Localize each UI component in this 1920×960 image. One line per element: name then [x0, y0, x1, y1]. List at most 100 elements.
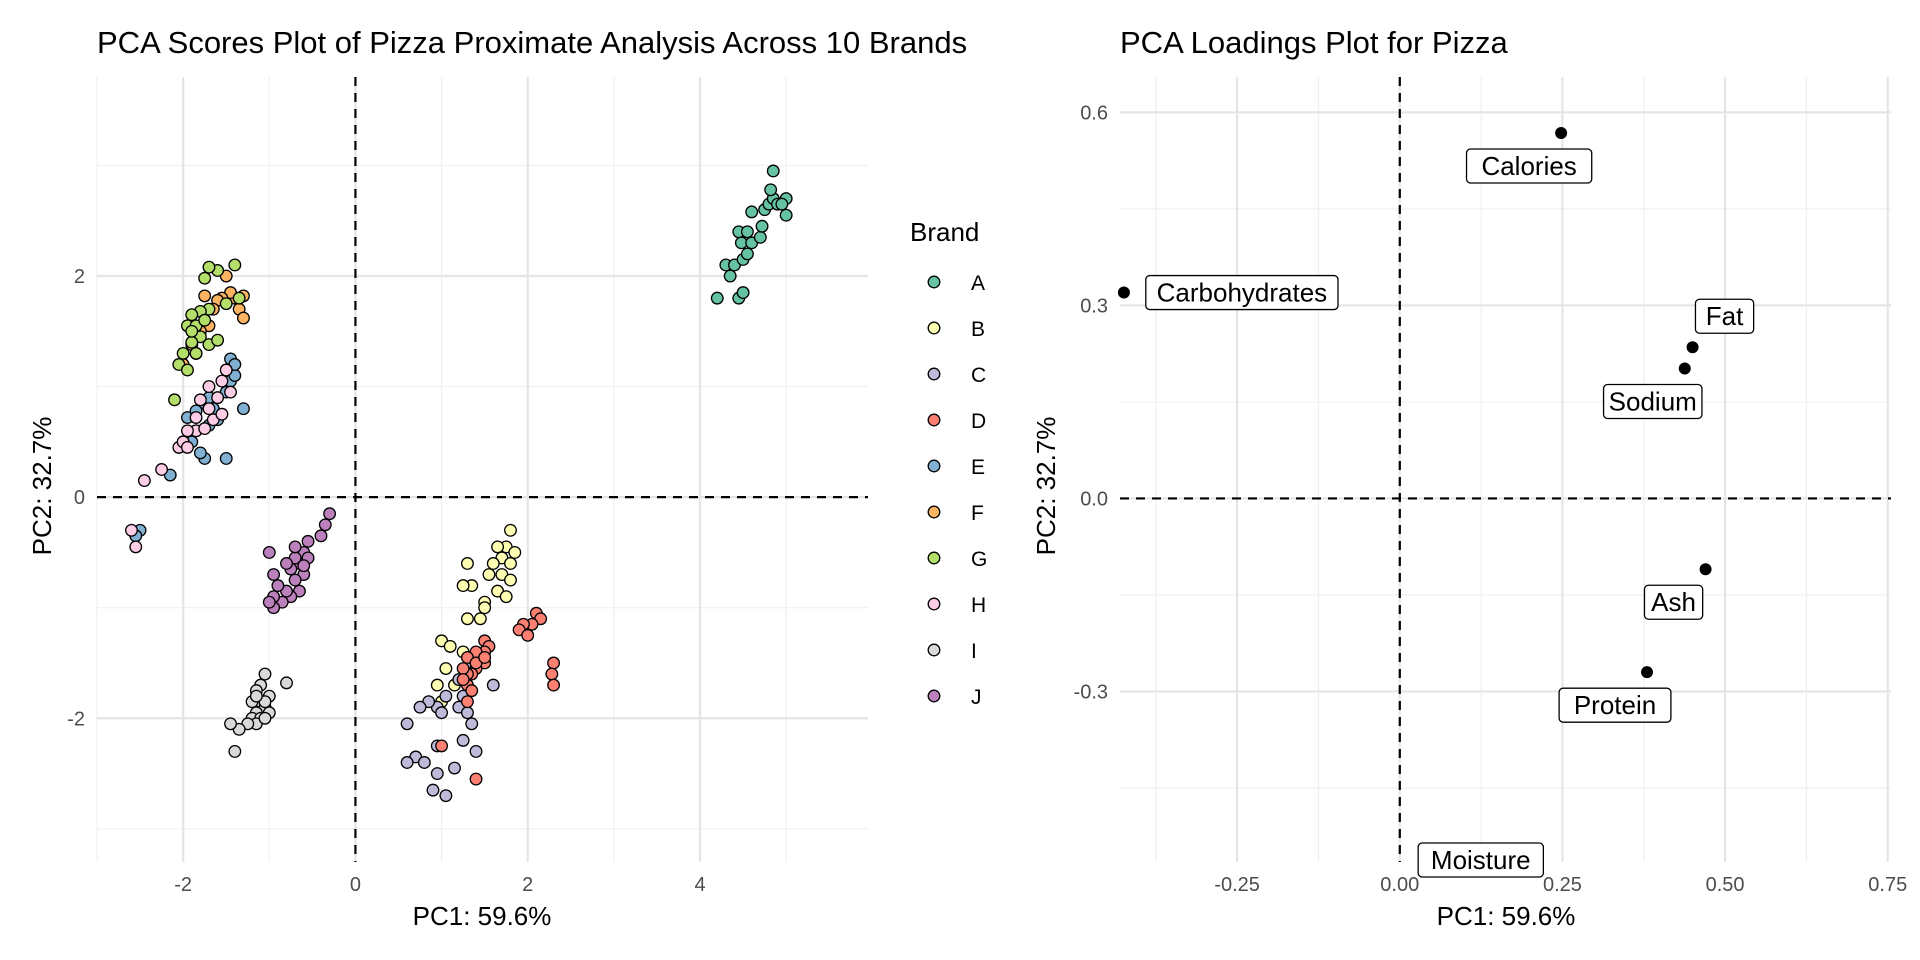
scores-plot: PCA Scores Plot of Pizza Proximate Analy… [27, 25, 987, 931]
scores-reference-lines [97, 77, 868, 862]
point-brand-d [547, 656, 561, 670]
y-tick-label: -2 [67, 708, 85, 730]
point-brand-b [504, 557, 517, 570]
point-brand-b [508, 545, 522, 559]
point-brand-g [232, 291, 246, 305]
legend-label-i: I [971, 640, 977, 663]
point-brand-a [740, 225, 754, 239]
legend-key-b [927, 321, 941, 335]
point-brand-b [504, 573, 517, 587]
point-brand-a [764, 183, 778, 197]
loadings-title: PCA Loadings Plot for Pizza [1120, 25, 1508, 60]
point-brand-i [224, 717, 237, 731]
legend-key-j [927, 689, 941, 703]
point-brand-i [249, 689, 263, 703]
legend-key-i [927, 643, 941, 657]
legend-label-f: F [971, 502, 984, 525]
point-brand-j [262, 595, 276, 609]
legend-label-h: H [971, 594, 986, 617]
point-brand-b [430, 678, 444, 692]
point-brand-d [547, 678, 561, 692]
point-brand-g [185, 324, 199, 338]
point-brand-h [198, 422, 212, 436]
y-tick-label: -0.3 [1074, 681, 1108, 703]
legend-label-g: G [971, 548, 987, 571]
point-brand-b [486, 557, 500, 570]
point-brand-g [219, 297, 233, 311]
loading-label-box [1145, 274, 1339, 311]
point-brand-c [448, 761, 461, 775]
loading-label-ash: Ash [1651, 587, 1696, 617]
loading-label-box [1558, 687, 1672, 723]
x-tick-label: 4 [694, 874, 705, 896]
x-tick-label: 0 [350, 874, 361, 896]
scores-y-axis-label: PC2: 32.7% [27, 417, 57, 556]
point-brand-b [504, 523, 517, 537]
point-brand-c [486, 678, 500, 692]
legend-key-h [927, 597, 941, 611]
point-brand-j [314, 529, 328, 543]
point-brand-g [176, 346, 190, 360]
point-brand-c [439, 689, 453, 703]
point-brand-c [430, 767, 444, 780]
x-tick-label: 0.25 [1543, 874, 1582, 896]
point-brand-g [228, 258, 242, 272]
point-brand-d [521, 628, 535, 642]
legend-key-f [927, 505, 941, 519]
point-brand-h [181, 440, 194, 454]
x-tick-label: 2 [522, 874, 533, 896]
y-tick-label: 0.0 [1080, 488, 1108, 510]
point-brand-g [211, 333, 225, 347]
loading-point-protein [1641, 666, 1654, 679]
point-brand-i [258, 667, 272, 681]
point-brand-d [469, 772, 483, 786]
point-brand-c [456, 733, 470, 747]
loadings-grid [1120, 77, 1891, 862]
y-tick-label: 0.6 [1080, 102, 1108, 124]
point-brand-b [456, 579, 470, 593]
point-brand-h [211, 391, 225, 405]
point-brand-a [723, 269, 737, 283]
point-brand-g [198, 313, 212, 327]
point-brand-a [740, 247, 754, 261]
y-tick-label: 2 [74, 266, 85, 288]
point-brand-a [710, 291, 724, 305]
loadings-points: Calories Carbohydrates Fat Sodium Ash Protein… [1117, 126, 1755, 878]
loadings-tick-labels: -0.25 0.00 0.25 0.50 0.75 -0.3 0.0 0.3 0.6 [1074, 102, 1908, 896]
point-brand-j [267, 568, 281, 581]
point-brand-d [545, 667, 559, 681]
legend-label-j: J [971, 686, 982, 709]
scores-grid [96, 77, 868, 862]
point-brand-h [155, 463, 169, 476]
point-brand-h [125, 523, 138, 537]
point-brand-j [271, 579, 285, 593]
point-brand-j [288, 573, 302, 587]
x-tick-label: -0.25 [1214, 874, 1260, 896]
point-brand-d [435, 739, 449, 753]
point-brand-c [417, 756, 431, 769]
point-brand-h [189, 411, 203, 424]
point-brand-d [456, 662, 470, 675]
point-brand-j [323, 507, 337, 521]
point-brand-e [236, 402, 250, 416]
legend-title: Brand [910, 217, 979, 247]
point-brand-a [779, 208, 793, 222]
point-brand-c [439, 789, 453, 803]
scores-points [125, 164, 793, 803]
point-brand-b [460, 557, 474, 570]
legend-key-g [927, 551, 941, 565]
loading-point-carbohydrates [1117, 286, 1130, 299]
point-brand-g [185, 335, 199, 349]
loading-label-fat: Fat [1706, 301, 1744, 331]
point-brand-c [469, 744, 483, 758]
point-brand-c [435, 706, 449, 720]
loadings-y-axis-label: PC2: 32.7% [1031, 417, 1061, 556]
point-brand-a [736, 286, 750, 300]
x-tick-label: 0.75 [1868, 874, 1907, 896]
point-brand-g [198, 271, 212, 285]
point-brand-h [181, 424, 194, 438]
loading-point-sodium [1678, 362, 1691, 375]
point-brand-c [400, 756, 414, 769]
legend-label-a: A [971, 272, 985, 295]
